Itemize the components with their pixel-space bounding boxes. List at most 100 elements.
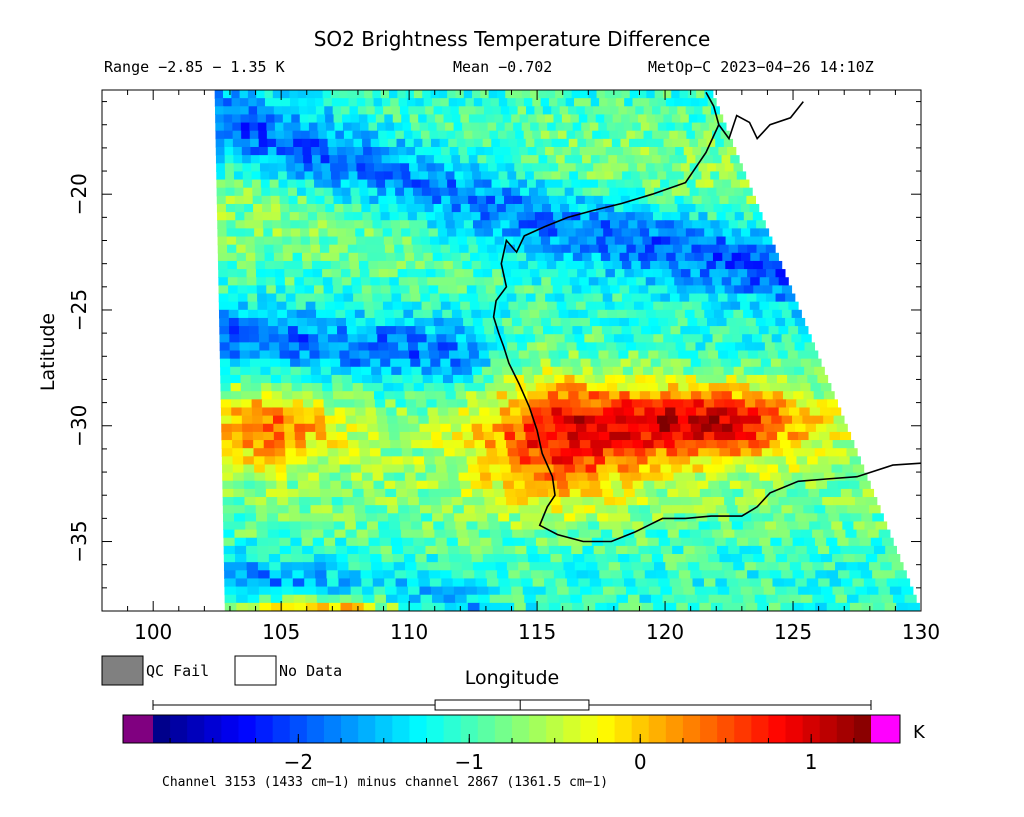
heatmap-cell [721, 277, 732, 286]
heatmap-cell [855, 586, 868, 596]
heatmap-cell [232, 114, 242, 124]
heatmap-cell [359, 269, 370, 278]
heatmap-cell [402, 537, 414, 547]
heatmap-cell [563, 90, 573, 99]
heatmap-cell [514, 163, 524, 173]
heatmap-cell [739, 383, 751, 392]
heatmap-cell [545, 293, 556, 303]
heatmap-cell [569, 171, 579, 181]
heatmap-cell [554, 293, 565, 303]
heatmap-cell [413, 309, 424, 319]
heatmap-cell [252, 195, 263, 205]
heatmap-cell [372, 578, 385, 588]
heatmap-cell [802, 472, 814, 482]
heatmap-cell [275, 456, 287, 466]
heatmap-cell [761, 334, 773, 343]
heatmap-cell [403, 130, 413, 140]
heatmap-cell [621, 521, 633, 531]
heatmap-cell [538, 90, 548, 99]
heatmap-cell [515, 130, 525, 140]
heatmap-cell [628, 252, 639, 262]
heatmap-cell [704, 155, 714, 164]
heatmap-cell [329, 244, 340, 254]
heatmap-cell [508, 399, 520, 409]
heatmap-cell [570, 244, 581, 254]
heatmap-cell [326, 130, 336, 140]
heatmap-cell [241, 415, 253, 425]
heatmap-cell [409, 163, 419, 173]
heatmap-cell [291, 236, 302, 246]
heatmap-cell [536, 220, 547, 229]
heatmap-cell [778, 497, 791, 506]
heatmap-cell [453, 586, 466, 596]
heatmap-cell [284, 431, 296, 441]
heatmap-cell [665, 342, 677, 352]
heatmap-cell [281, 578, 294, 588]
heatmap-cell [735, 570, 748, 580]
heatmap-cell [362, 293, 373, 303]
heatmap-cell [304, 423, 316, 433]
heatmap-cell [317, 448, 329, 457]
heatmap-cell [450, 301, 461, 311]
heatmap-cell [361, 285, 372, 295]
heatmap-cell [457, 285, 468, 295]
heatmap-cell [508, 301, 519, 311]
heatmap-cell [673, 220, 684, 229]
heatmap-cell [328, 236, 339, 246]
heatmap-cell [630, 431, 642, 441]
heatmap-cell [429, 578, 442, 588]
heatmap-cell [410, 171, 420, 181]
heatmap-cell [578, 309, 589, 319]
heatmap-cell [335, 220, 346, 229]
colorbar: −2 −1 0 1 [122, 699, 901, 774]
heatmap-cell [604, 456, 617, 466]
heatmap-cell [595, 554, 608, 563]
heatmap-cell [362, 212, 373, 221]
heatmap-cell [341, 374, 353, 384]
heatmap-cell [384, 244, 395, 254]
heatmap-cell [401, 366, 413, 376]
heatmap-cell [455, 594, 468, 604]
heatmap-cell [803, 570, 816, 580]
heatmap-cell [488, 90, 498, 99]
heatmap-cell [219, 309, 230, 319]
heatmap-cell [470, 252, 481, 262]
heatmap-cell [385, 122, 395, 132]
heatmap-cell [408, 586, 421, 596]
heatmap-cell [480, 358, 492, 368]
heatmap-cell [703, 130, 713, 140]
heatmap-cell [539, 269, 550, 278]
heatmap-cell [745, 342, 756, 352]
heatmap-cell [463, 317, 474, 327]
heatmap-cell [528, 260, 539, 270]
header-mean: Mean −0.702 [453, 58, 552, 76]
heatmap-cell [490, 260, 501, 270]
heatmap-cell [845, 529, 858, 539]
heatmap-cell [291, 554, 304, 563]
heatmap-cell [707, 513, 719, 523]
heatmap-cell [333, 399, 345, 409]
heatmap-cell [520, 187, 530, 197]
heatmap-cell [725, 537, 738, 547]
heatmap-cell [707, 187, 718, 197]
heatmap-cell [683, 399, 695, 409]
heatmap-cell [673, 334, 684, 343]
heatmap-cell [498, 171, 508, 181]
heatmap-cell [560, 317, 572, 327]
heatmap-cell [609, 391, 620, 400]
heatmap-cell [453, 317, 464, 327]
heatmap-cell [505, 90, 515, 99]
heatmap-cell [685, 407, 697, 417]
heatmap-cell [614, 146, 624, 156]
heatmap-cell [694, 472, 707, 482]
heatmap-cell [510, 358, 522, 368]
heatmap-cell [338, 342, 350, 352]
heatmap-cell [303, 562, 316, 571]
heatmap-cell [768, 326, 780, 335]
heatmap-cell [597, 146, 607, 156]
heatmap-cell [702, 334, 714, 343]
heatmap-cell [705, 114, 715, 124]
heatmap-cell [490, 415, 502, 425]
heatmap-cell [487, 203, 498, 213]
heatmap-cell [498, 513, 510, 523]
